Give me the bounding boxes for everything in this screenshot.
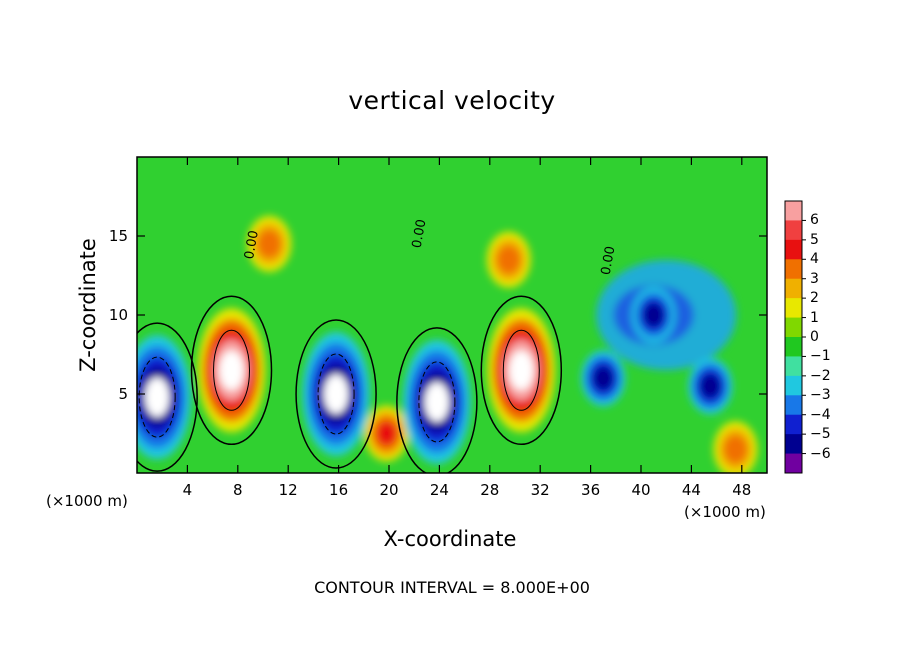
y-axis-label: Z-coordinate [76, 238, 100, 372]
colorbar-label: 6 [810, 212, 819, 229]
x-tick-label: 24 [429, 481, 449, 499]
x-axis-label: X-coordinate [383, 527, 517, 551]
interval-contour [418, 361, 456, 443]
y-axis-ticks [137, 235, 767, 395]
interval-contour [213, 329, 250, 411]
contour-lines: 0.00 0.00 0.00 [137, 218, 619, 473]
field-blob [257, 229, 282, 259]
x-tick-label: 8 [233, 481, 243, 499]
colorbar-label: 3 [810, 270, 819, 287]
colorbar-swatch [785, 337, 802, 357]
velocity-field [137, 215, 758, 473]
x-tick-label: 4 [182, 481, 193, 499]
contour-label: 0.00 [599, 245, 619, 276]
interval-contour [138, 356, 176, 438]
colorbar-swatch [785, 414, 802, 435]
colorbar-swatch [785, 453, 802, 474]
colorbar-swatch [785, 298, 802, 319]
field-blob [643, 303, 664, 327]
colorbar-label: −6 [810, 445, 831, 462]
field-blob [593, 366, 614, 391]
y-tick-label: 5 [118, 385, 128, 403]
contour-label: 0.00 [242, 229, 262, 260]
zero-contour [137, 322, 198, 472]
field-blob [509, 350, 534, 391]
zero-contour [480, 295, 563, 446]
colorbar [784, 200, 806, 474]
x-tick-label: 20 [379, 481, 399, 499]
contour-interval-note: CONTOUR INTERVAL = 8.000E+00 [314, 578, 590, 597]
zero-contour [190, 295, 273, 446]
colorbar-swatch [785, 239, 802, 260]
colorbar-swatch [785, 434, 802, 455]
x-unit-left: (×1000 m) [46, 492, 128, 510]
chart-title: vertical velocity [348, 86, 556, 115]
colorbar-swatch [785, 220, 802, 241]
colorbar-swatch [785, 375, 802, 396]
interval-contour [317, 353, 355, 435]
zero-contour [396, 327, 478, 473]
y-tick-label: 10 [108, 306, 128, 324]
field-blob [323, 374, 349, 414]
colorbar-swatch [785, 356, 802, 377]
colorbar-label: 0 [810, 329, 819, 345]
x-unit-right: (×1000 m) [684, 503, 766, 521]
x-tick-label: 48 [732, 481, 752, 499]
x-tick-label: 32 [530, 481, 550, 499]
colorbar-label: −4 [810, 406, 831, 423]
x-axis-ticks [186, 157, 743, 473]
colorbar-label: −2 [810, 367, 831, 384]
colorbar-label: −3 [810, 387, 831, 404]
field-blob [723, 435, 748, 464]
colorbar-swatch [785, 201, 802, 221]
field-blob [700, 374, 721, 399]
colorbar-label: 4 [810, 251, 819, 268]
zero-contour [295, 319, 377, 469]
x-tick-label: 44 [681, 481, 701, 499]
colorbar-swatch [785, 395, 802, 416]
x-tick-label: 12 [278, 481, 298, 499]
colorbar-swatch [785, 278, 802, 299]
field-blob [144, 377, 170, 417]
interval-contour [502, 329, 540, 411]
colorbar-label: −5 [810, 426, 831, 443]
x-tick-label: 16 [329, 481, 349, 499]
y-tick-label: 15 [108, 227, 128, 245]
x-tick-label: 28 [480, 481, 500, 499]
colorbar-label: 5 [810, 231, 819, 248]
field-blob [219, 350, 244, 391]
colorbar-swatch [785, 317, 802, 338]
field-blob [376, 421, 397, 446]
field-blob [424, 382, 450, 422]
x-tick-label: 40 [631, 481, 651, 499]
contour-label: 0.00 [410, 218, 430, 249]
field-blob [496, 245, 521, 274]
colorbar-label: −1 [810, 348, 831, 365]
colorbar-label: 1 [810, 309, 819, 326]
x-tick-label: 36 [581, 481, 601, 499]
colorbar-swatch [785, 259, 802, 280]
colorbar-label: 2 [810, 290, 819, 307]
